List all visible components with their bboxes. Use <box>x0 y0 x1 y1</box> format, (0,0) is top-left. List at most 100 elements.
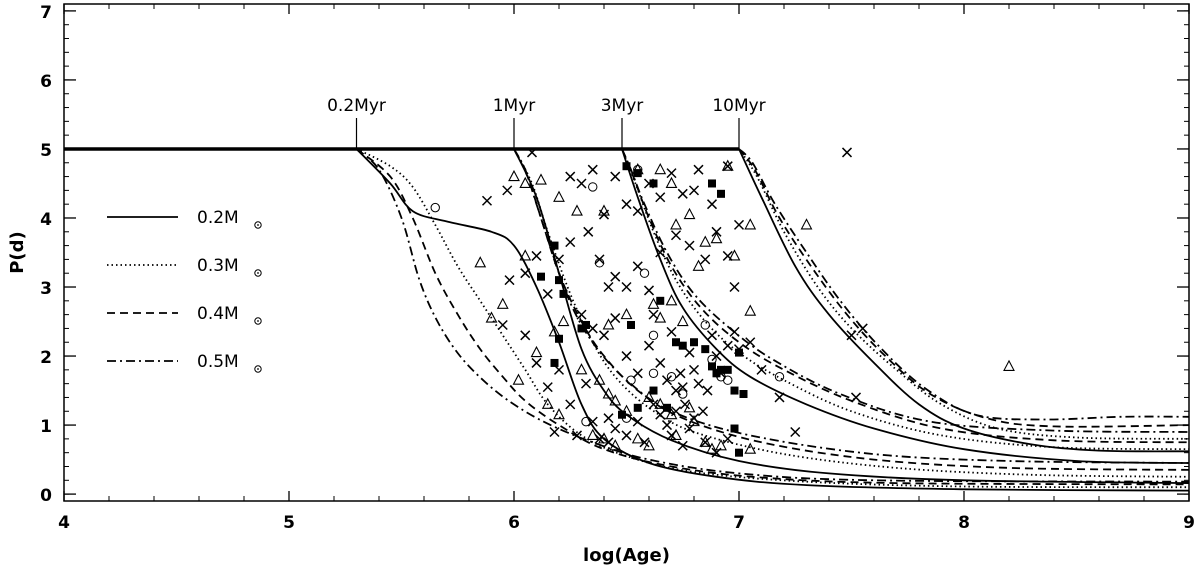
square-point <box>717 365 725 374</box>
cross-point <box>497 319 508 331</box>
cross-point <box>655 357 666 368</box>
triangle-point <box>474 256 487 268</box>
triangle-point <box>688 414 700 427</box>
curve-dashdot <box>738 148 1190 421</box>
square-point <box>708 179 716 188</box>
triangle-point <box>692 259 705 271</box>
curve-solid <box>513 148 1190 484</box>
y-tick-label: 1 <box>40 417 52 437</box>
curve-dashdot <box>621 148 1190 433</box>
cross-point <box>729 326 740 337</box>
cross-point <box>733 219 745 230</box>
square-point <box>735 448 743 457</box>
square-point <box>739 390 748 399</box>
square-point <box>712 369 721 378</box>
triangle-point <box>602 387 615 399</box>
triangle-point <box>721 159 734 171</box>
x-tick-label: 7 <box>733 513 745 533</box>
triangle-point <box>665 294 678 306</box>
circle-point <box>648 330 659 341</box>
cross-point <box>688 185 700 196</box>
triangle-point <box>710 232 723 244</box>
cross-point <box>711 226 722 237</box>
circle-point <box>621 413 632 423</box>
age-markers: 0.2Myr 1Myr 3Myr 10Myr <box>327 96 766 149</box>
cross-point <box>504 275 515 286</box>
square-point <box>663 403 671 412</box>
cross-point <box>693 164 704 175</box>
y-tick-label: 4 <box>40 210 52 230</box>
cross-point <box>565 237 576 248</box>
triangle-point <box>496 297 509 309</box>
cross-point <box>610 423 621 434</box>
cross-point <box>666 326 677 337</box>
triangle-point <box>631 432 644 444</box>
curve-solid <box>355 148 1190 492</box>
triangle-point <box>575 363 588 375</box>
cross-point <box>576 309 587 320</box>
curve-dashed <box>738 148 1190 428</box>
triangle-point <box>586 428 599 440</box>
triangle-point <box>609 439 622 451</box>
curve-dotted <box>621 148 1190 451</box>
cross-point <box>643 340 655 351</box>
cross-point <box>841 147 853 158</box>
triangle-point <box>553 190 565 202</box>
y-tick-label: 5 <box>40 141 52 161</box>
cross-point <box>621 351 632 362</box>
cross-point <box>580 378 592 389</box>
cross-point <box>621 281 632 293</box>
sun-symbol-dot-icon <box>257 272 259 274</box>
circle-point <box>581 416 591 427</box>
square-point <box>656 296 665 305</box>
cross-point <box>700 437 711 448</box>
circle-point <box>774 372 785 382</box>
cross-point <box>670 406 682 417</box>
legend-label: 0.5M <box>197 352 239 372</box>
triangle-point <box>647 297 660 309</box>
triangle-point <box>665 176 678 189</box>
cross-point <box>587 164 598 175</box>
circle-point <box>588 182 598 192</box>
cross-point <box>610 171 621 182</box>
triangle-point <box>744 218 757 230</box>
circle-point <box>633 164 643 175</box>
square-point <box>550 241 559 250</box>
circle-point <box>594 258 605 268</box>
triangle-point <box>598 432 610 444</box>
cross-point <box>706 330 718 341</box>
curve-solid <box>738 148 1190 453</box>
sun-symbol-icon <box>254 269 262 277</box>
cross-point <box>648 309 659 320</box>
curve-dashdot <box>355 148 1190 483</box>
cross-point <box>722 433 733 444</box>
triangle-point <box>670 428 682 440</box>
cross-point <box>643 285 655 296</box>
cross-point <box>655 192 666 203</box>
triangle-point <box>665 408 678 420</box>
cross-point <box>526 147 538 158</box>
x-tick-label: 6 <box>508 513 520 533</box>
triangle-point <box>609 394 622 406</box>
sun-symbol-icon <box>254 365 262 373</box>
cross-point <box>576 178 587 189</box>
triangle-point <box>706 442 718 454</box>
y-tick-label: 3 <box>40 279 52 299</box>
cross-point <box>583 226 594 237</box>
square-point <box>735 348 743 357</box>
circle-point <box>707 354 717 365</box>
cross-point <box>531 250 542 261</box>
cross-point <box>711 351 722 362</box>
cross-point <box>481 195 493 206</box>
triangle-point <box>535 173 547 185</box>
triangle-point <box>530 345 543 358</box>
cross-point <box>520 330 531 341</box>
age-marker-label: 1Myr <box>493 96 536 116</box>
triangle-point <box>699 235 712 247</box>
cross-point <box>598 330 610 341</box>
sun-symbol-dot-icon <box>257 368 259 370</box>
triangle-point <box>548 325 561 337</box>
cross-point <box>670 230 682 241</box>
square-point <box>582 320 590 329</box>
y-tick-label: 7 <box>40 3 52 23</box>
